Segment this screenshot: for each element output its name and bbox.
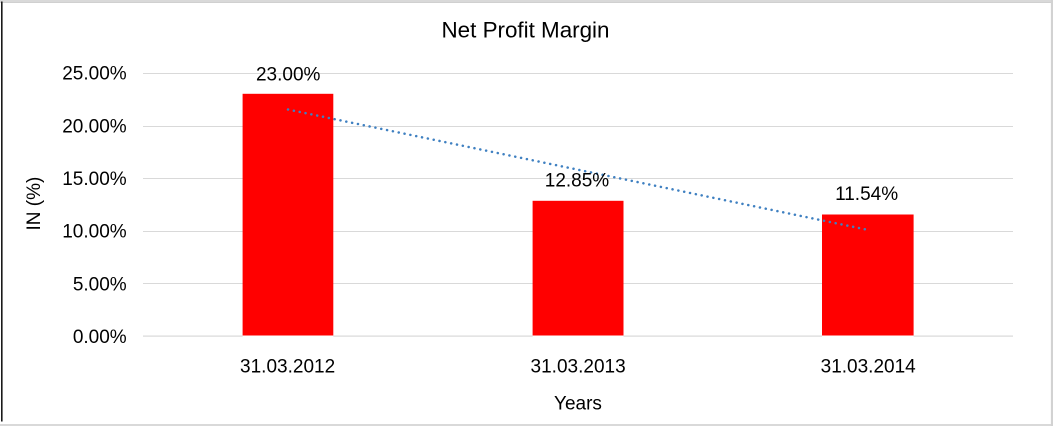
svg-text:Net Profit Margin: Net Profit Margin — [442, 18, 610, 43]
svg-text:25.00%: 25.00% — [62, 64, 127, 85]
svg-text:15.00%: 15.00% — [62, 169, 127, 190]
svg-text:IN (%): IN (%) — [24, 177, 45, 231]
svg-text:0.00%: 0.00% — [73, 327, 127, 348]
svg-text:10.00%: 10.00% — [62, 222, 127, 243]
svg-text:31.03.2013: 31.03.2013 — [531, 357, 626, 378]
svg-text:11.54%: 11.54% — [835, 184, 898, 205]
svg-text:23.00%: 23.00% — [256, 65, 321, 86]
svg-text:31.03.2014: 31.03.2014 — [821, 357, 917, 378]
svg-text:20.00%: 20.00% — [62, 116, 127, 137]
svg-text:Years: Years — [554, 393, 602, 414]
svg-text:12.85%: 12.85% — [545, 170, 610, 191]
svg-text:31.03.2012: 31.03.2012 — [240, 357, 335, 378]
svg-text:5.00%: 5.00% — [73, 274, 127, 295]
